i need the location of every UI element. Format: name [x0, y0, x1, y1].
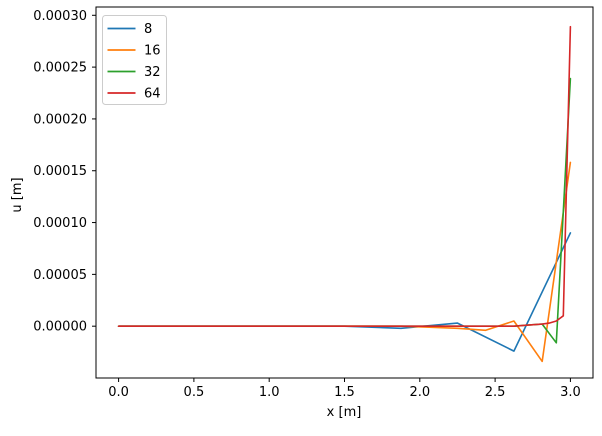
x-tick-label: 1.5	[334, 385, 355, 400]
y-tick-label: 0.00015	[33, 164, 87, 179]
series-line-8	[117, 232, 572, 352]
y-tick-label: 0.00030	[33, 9, 87, 24]
y-axis-label: u [m]	[10, 177, 25, 212]
x-tick-label: 1.0	[259, 385, 280, 400]
axes-ticks: 0.0 0.5 1.0 1.5 2.0 2.5 3.0 0.00000 0.00005 0.000…	[33, 9, 581, 400]
x-tick-label: 0.5	[184, 385, 205, 400]
legend-box	[102, 15, 167, 105]
x-tick-label: 0.0	[108, 385, 129, 400]
legend-label-64: 64	[144, 87, 161, 102]
series-line-64	[117, 25, 572, 328]
legend-label-16: 16	[144, 44, 161, 59]
y-tick-label: 0.00005	[33, 268, 87, 283]
y-tick-label: 0.00025	[33, 61, 87, 76]
series-lines	[117, 25, 572, 363]
y-tick-label: 0.00010	[33, 216, 87, 231]
legend: 8 16 32 64	[102, 15, 167, 105]
series-line-16	[117, 161, 572, 363]
legend-label-8: 8	[144, 22, 152, 37]
x-tick-label: 2.0	[409, 385, 430, 400]
y-tick-label: 0.00020	[33, 112, 87, 127]
y-tick-label: 0.00000	[33, 320, 87, 335]
plot-area	[95, 6, 594, 379]
x-tick-label: 2.5	[485, 385, 506, 400]
x-tick-label: 3.0	[560, 385, 581, 400]
series-line-32	[117, 77, 572, 344]
x-axis-label: x [m]	[327, 405, 362, 420]
legend-label-32: 32	[144, 65, 161, 80]
